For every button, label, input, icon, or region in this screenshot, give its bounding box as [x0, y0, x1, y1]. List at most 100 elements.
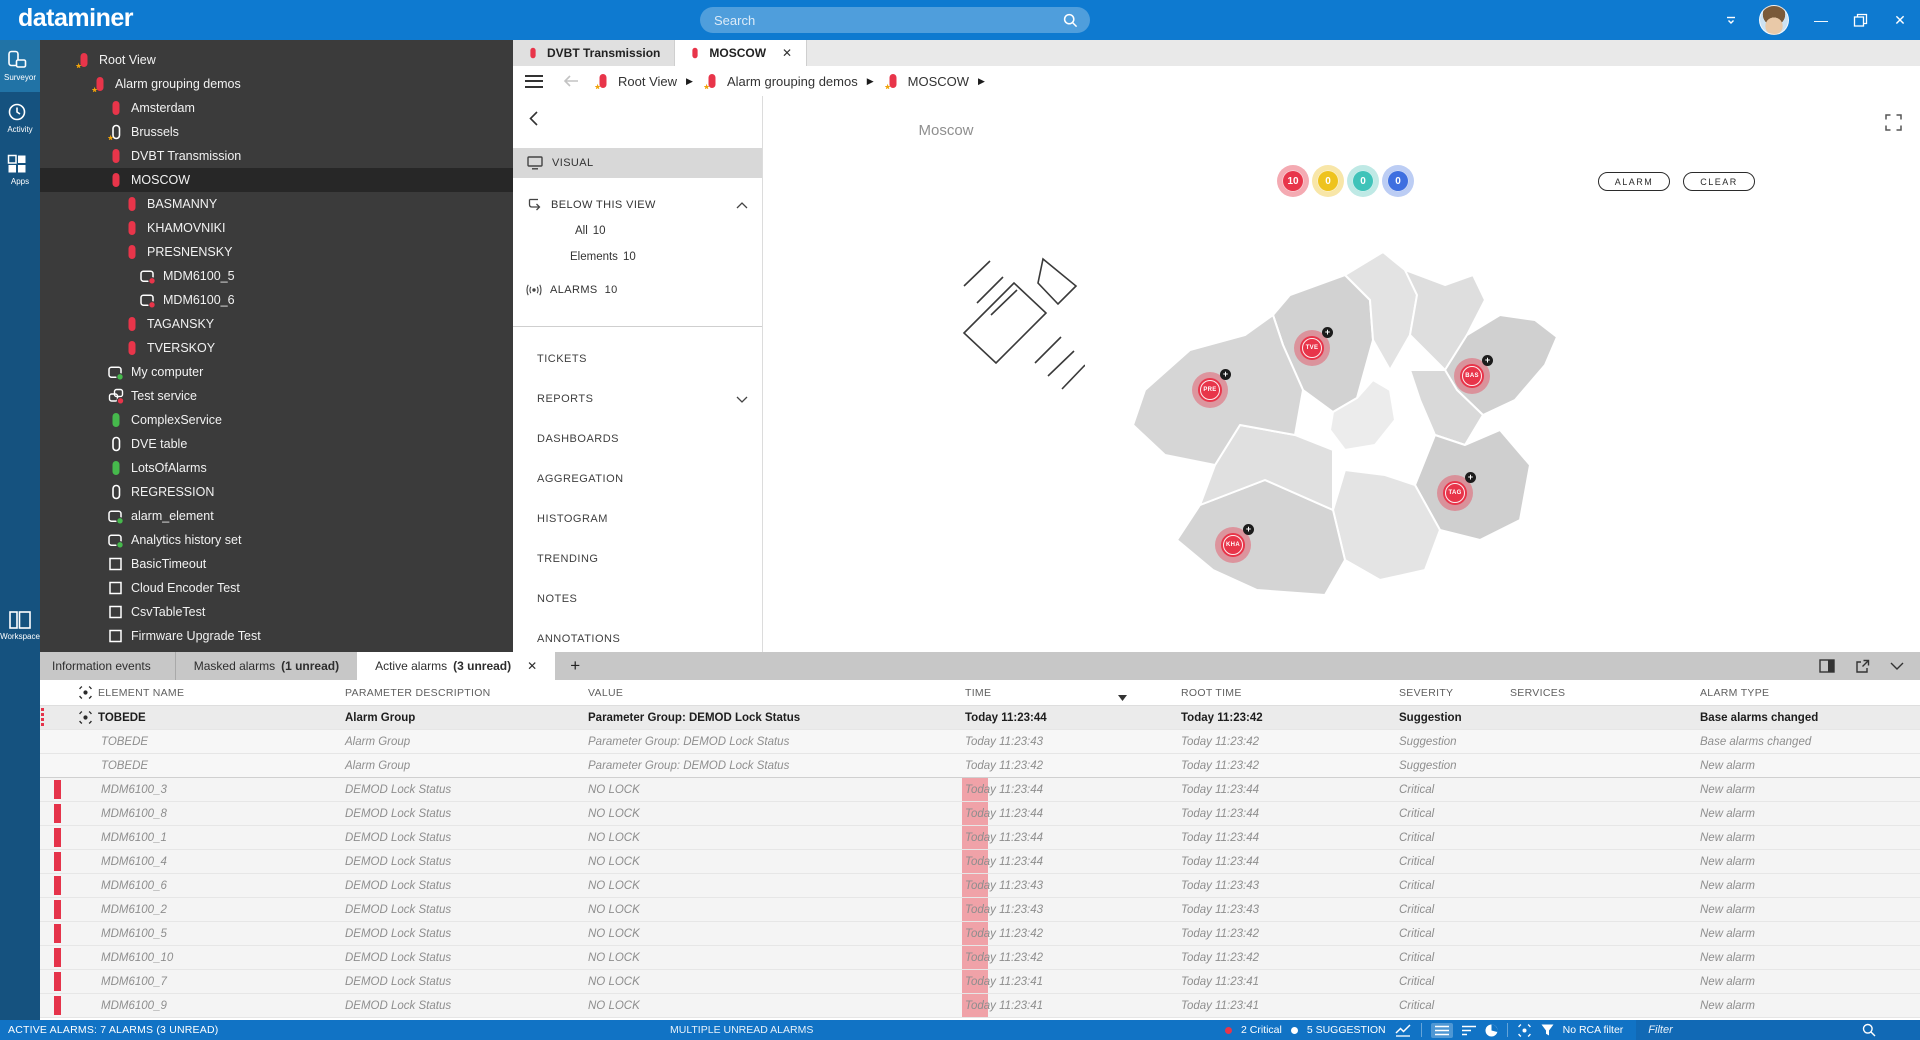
panel-collapse-button[interactable]: [513, 96, 762, 140]
panel-section[interactable]: HISTOGRAM: [513, 499, 762, 539]
list-view-icon[interactable]: [1430, 1022, 1453, 1038]
tree-item[interactable]: BASMANNY: [40, 192, 513, 216]
breadcrumb-arrow-icon[interactable]: ▶: [686, 75, 693, 86]
alarm-row[interactable]: MDM6100_10 DEMOD Lock Status NO LOCK Tod…: [0, 946, 1920, 970]
alarm-tab[interactable]: Masked alarms (1 unread) ✕: [174, 652, 357, 680]
alarm-row[interactable]: MDM6100_2 DEMOD Lock Status NO LOCK Toda…: [0, 898, 1920, 922]
menu-icon[interactable]: [525, 74, 543, 88]
open-in-window-icon[interactable]: [1855, 659, 1870, 674]
plus-badge-icon[interactable]: [1482, 355, 1493, 366]
suggestion-count[interactable]: 5 SUGGESTION: [1306, 1024, 1386, 1036]
severity-badge[interactable]: 10: [1277, 165, 1309, 197]
rail-item[interactable]: Apps: [0, 144, 40, 196]
plus-badge-icon[interactable]: [1322, 327, 1333, 338]
tree-item[interactable]: ★ Alarm grouping demos: [40, 72, 513, 96]
pie-view-icon[interactable]: [1485, 1024, 1498, 1037]
alarm-row[interactable]: MDM6100_7 DEMOD Lock Status NO LOCK Toda…: [0, 970, 1920, 994]
plus-badge-icon[interactable]: [1243, 524, 1254, 535]
moscow-district-map[interactable]: TVE PRE BAS TAG KHA: [1105, 240, 1565, 615]
collapse-panel-icon[interactable]: [1890, 662, 1904, 670]
rail-item[interactable]: Surveyor: [0, 40, 40, 92]
tree-item[interactable]: MDM6100_5: [40, 264, 513, 288]
alarm-row[interactable]: MDM6100_1 DEMOD Lock Status NO LOCK Toda…: [0, 826, 1920, 850]
alarm-row[interactable]: MDM6100_6 DEMOD Lock Status NO LOCK Toda…: [0, 874, 1920, 898]
dock-panel-icon[interactable]: [1819, 659, 1835, 673]
focus-filter-icon[interactable]: [1517, 1023, 1532, 1038]
tree-item[interactable]: TAGANSKY: [40, 312, 513, 336]
panel-section[interactable]: ANNOTATIONS: [513, 619, 762, 659]
tree-item[interactable]: TVERSKOY: [40, 336, 513, 360]
close-tab-icon[interactable]: ✕: [527, 659, 538, 673]
alarm-tab[interactable]: Active alarms (3 unread) ✕: [357, 652, 556, 680]
map-marker[interactable]: KHA: [1213, 524, 1254, 565]
alarm-row[interactable]: MDM6100_5 DEMOD Lock Status NO LOCK Toda…: [0, 922, 1920, 946]
map-marker[interactable]: BAS: [1452, 355, 1493, 396]
restore-button[interactable]: [1853, 13, 1868, 28]
tree-item[interactable]: BasicTimeout: [40, 552, 513, 576]
alarm-tab[interactable]: Information events ✕: [34, 652, 175, 680]
plus-badge-icon[interactable]: [1465, 472, 1476, 483]
sort-descending-icon[interactable]: [1118, 694, 1127, 701]
severity-badge[interactable]: 0: [1312, 165, 1344, 197]
alarm-row[interactable]: TOBEDE Alarm Group Parameter Group: DEMO…: [0, 730, 1920, 754]
tree-item[interactable]: ★ Brussels: [40, 120, 513, 144]
drag-handle-icon[interactable]: [36, 708, 44, 727]
breadcrumb-arrow-icon[interactable]: ▶: [978, 75, 985, 86]
column-header[interactable]: PARAMETER DESCRIPTION: [345, 686, 491, 699]
tree-item[interactable]: MOSCOW: [40, 168, 513, 192]
search-input[interactable]: [712, 11, 1063, 29]
funnel-icon[interactable]: [1541, 1024, 1554, 1036]
tree-item[interactable]: Test service: [40, 384, 513, 408]
alarm-filter-input[interactable]: [1646, 1023, 1862, 1037]
trend-icon[interactable]: [1395, 1023, 1412, 1037]
alarm-row[interactable]: MDM6100_9 DEMOD Lock Status NO LOCK Toda…: [0, 994, 1920, 1018]
panel-section[interactable]: TICKETS: [513, 339, 762, 379]
panel-section[interactable]: NOTES: [513, 579, 762, 619]
severity-badge[interactable]: 0: [1382, 165, 1414, 197]
back-arrow-icon[interactable]: [562, 73, 580, 89]
tree-item[interactable]: Analytics history set: [40, 528, 513, 552]
column-header[interactable]: TIME: [962, 687, 1179, 701]
add-tab-button[interactable]: +: [570, 656, 581, 675]
plus-badge-icon[interactable]: [1220, 369, 1231, 380]
breadcrumb-arrow-icon[interactable]: ▶: [866, 75, 874, 86]
tree-item[interactable]: DVBT Transmission: [40, 144, 513, 168]
panel-section[interactable]: TRENDING: [513, 539, 762, 579]
column-header[interactable]: VALUE: [588, 686, 624, 699]
column-header[interactable]: SEVERITY: [1399, 686, 1454, 699]
map-marker[interactable]: TVE: [1292, 327, 1333, 368]
clear-button[interactable]: CLEAR: [1683, 172, 1755, 191]
view-tab[interactable]: DVBT Transmission ✕: [513, 40, 676, 66]
chevron-up-icon[interactable]: [736, 201, 748, 209]
tree-item[interactable]: REGRESSION: [40, 480, 513, 504]
alarm-row[interactable]: MDM6100_3 DEMOD Lock Status NO LOCK Toda…: [0, 778, 1920, 802]
column-header[interactable]: ALARM TYPE: [1700, 686, 1770, 699]
tree-item[interactable]: KHAMOVNIKI: [40, 216, 513, 240]
filter-search-icon[interactable]: [1862, 1023, 1876, 1037]
pin-menu-icon[interactable]: [1725, 14, 1737, 26]
tree-item[interactable]: DVE table: [40, 432, 513, 456]
tree-item[interactable]: MDM6100_6: [40, 288, 513, 312]
group-view-icon[interactable]: [1461, 1025, 1476, 1036]
rail-item[interactable]: Activity: [0, 92, 40, 144]
tree-item[interactable]: alarm_element: [40, 504, 513, 528]
column-header[interactable]: ROOT TIME: [1181, 686, 1242, 699]
map-marker[interactable]: TAG: [1435, 472, 1476, 513]
rca-filter-label[interactable]: No RCA filter: [1562, 1024, 1624, 1036]
alarm-row[interactable]: MDM6100_8 DEMOD Lock Status NO LOCK Toda…: [0, 802, 1920, 826]
critical-count[interactable]: 2 Critical: [1241, 1024, 1282, 1036]
map-marker[interactable]: PRE: [1190, 369, 1231, 410]
tree-item[interactable]: PRESNENSKY: [40, 240, 513, 264]
alarm-row[interactable]: TOBEDE Alarm Group Parameter Group: DEMO…: [0, 754, 1920, 778]
user-avatar[interactable]: [1759, 5, 1789, 35]
column-header[interactable]: ELEMENT NAME: [98, 686, 185, 699]
tree-item[interactable]: CsvTableTest: [40, 600, 513, 624]
panel-item-elements[interactable]: Elements 10: [570, 251, 636, 263]
tree-item[interactable]: ★ Root View: [40, 48, 513, 72]
alarm-row[interactable]: MDM6100_4 DEMOD Lock Status NO LOCK Toda…: [0, 850, 1920, 874]
fullscreen-icon[interactable]: [1885, 114, 1902, 131]
tree-item[interactable]: My computer: [40, 360, 513, 384]
tree-item[interactable]: ComplexService: [40, 408, 513, 432]
rail-item-workspace[interactable]: Workspace: [0, 600, 40, 652]
column-header[interactable]: SERVICES: [1510, 686, 1566, 699]
